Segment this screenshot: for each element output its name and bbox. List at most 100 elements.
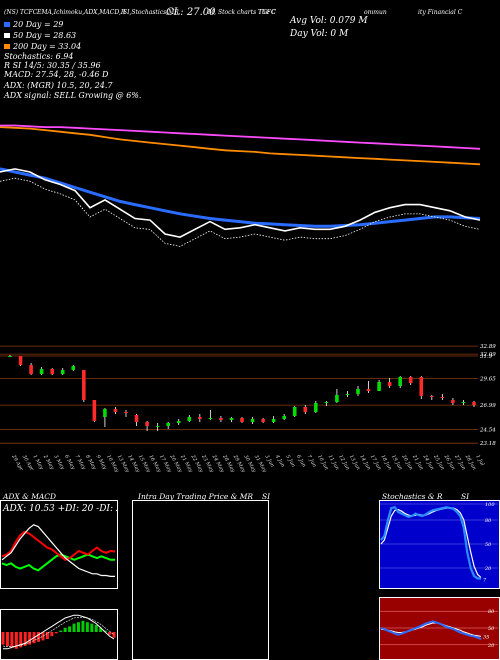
date-tick-label: 5 Jun — [284, 454, 296, 468]
stoch-rsi-title: Stochastics & R — [382, 492, 443, 501]
price-label: 32.89 — [480, 344, 496, 350]
avg-volume: Avg Vol: 0.079 M — [290, 16, 368, 26]
legend-swatch — [4, 33, 10, 38]
macd-histogram-bar — [45, 632, 49, 639]
legend-label: 20 Day = 29 — [13, 20, 64, 29]
price-label: 32.09 — [480, 352, 496, 358]
macd-histogram-bar — [1, 632, 5, 645]
candle-body — [155, 426, 160, 427]
candle-body — [50, 369, 54, 374]
stochastics-tick-label: 100 — [485, 502, 495, 508]
candle-body — [208, 418, 213, 419]
ma-series-line — [0, 167, 481, 228]
candle-body — [314, 403, 318, 412]
stochastics-last-label: 7 — [483, 577, 487, 583]
candle-body — [451, 400, 455, 403]
candle-body — [18, 356, 23, 365]
adx-readout: ADX: (MGR) 10.5, 20, 24.7 — [4, 81, 113, 90]
header-indicators-1: EMA,Ichimoku,ADX,MACD,R — [37, 9, 126, 16]
candle-body — [103, 409, 107, 417]
macd-histogram-bar — [81, 620, 85, 632]
rsi-sma-line — [380, 622, 482, 637]
stochastics-tick-label: 80 — [485, 518, 492, 524]
candle-body — [356, 389, 360, 394]
candle-body — [461, 402, 466, 403]
candle-body — [472, 402, 476, 405]
ma-series-line — [0, 124, 481, 150]
price-label: 29.65 — [479, 377, 496, 383]
legend-swatch — [4, 22, 10, 27]
macd-histogram-bar — [63, 627, 67, 632]
macd-readout: MACD: 27.54, 28, -0.46 D — [4, 70, 109, 79]
candle-body — [324, 402, 329, 403]
intraday-frame — [132, 500, 269, 660]
date-tick-label: 7 Jun — [306, 454, 318, 468]
rsi-readout: R SI 14/5: 30.35 / 35.96 — [4, 61, 101, 70]
candles — [8, 355, 476, 431]
macd-histogram-bar — [5, 632, 9, 646]
macd-histogram — [1, 614, 116, 650]
candle-body — [198, 417, 202, 419]
candle-body — [39, 369, 44, 374]
ma-series-line — [0, 168, 481, 238]
macd-histogram-bar — [94, 625, 98, 632]
macd-histogram-bar — [19, 632, 23, 648]
adx-signal-readout: ADX signal: SELL Growing @ 6%. — [4, 91, 142, 100]
adx-series-line — [1, 524, 115, 578]
legend-50-day: 50 Day = 28.63 — [4, 31, 76, 40]
stochastics-tick-label: 50 — [485, 542, 492, 548]
header-indicators-2: SI,Stochastics,MR — [123, 9, 179, 16]
candle-body — [398, 377, 402, 386]
rsi-value-label: 35 — [483, 634, 489, 640]
candle-body — [166, 423, 170, 426]
macd-histogram-bar — [99, 627, 103, 632]
candle-body — [92, 400, 97, 421]
rsi-frame — [379, 597, 500, 660]
macd-histogram-bar — [50, 632, 54, 637]
candle-body — [219, 418, 223, 420]
price-label: 23.18 — [479, 441, 496, 447]
stoch-rsi-title-right: SI — [461, 492, 470, 501]
macd-histogram-bar — [72, 623, 76, 632]
macd-frame — [0, 609, 118, 660]
candle-body — [250, 419, 255, 422]
adx-lines — [1, 524, 116, 578]
legend-label: 200 Day = 33.04 — [13, 42, 82, 51]
candle-body — [366, 389, 371, 391]
macd-histogram-bar — [59, 630, 63, 632]
macd-histogram-bar — [103, 630, 107, 632]
candle-body — [282, 416, 286, 419]
price-label: 24.54 — [479, 428, 496, 434]
macd-histogram-bar — [14, 632, 18, 649]
macd-histogram-bar — [90, 623, 94, 632]
legend-swatch — [4, 44, 10, 49]
rsi-tick-label: 80 — [488, 609, 495, 615]
macd-histogram-bar — [68, 626, 72, 632]
candle-body — [145, 422, 149, 426]
macd-histogram-bar — [23, 632, 27, 646]
candle-body — [82, 370, 86, 400]
header-company-2: ommun — [364, 9, 387, 16]
candle-body — [187, 417, 192, 421]
moving-average-chart — [0, 124, 481, 247]
header-stock-charts: M, Stock charts TCFC — [208, 9, 276, 16]
macd-signal-line — [2, 617, 115, 647]
candle-body — [8, 356, 12, 357]
candle-body — [419, 377, 424, 396]
legend-20-day: 20 Day = 29 — [4, 20, 63, 29]
adx-macd-panel: ADX: 10.53 +DI: 20 -DI: 24.71 — [0, 500, 118, 660]
header-company-3: ity Financial C — [418, 9, 463, 16]
macd-histogram-bar — [54, 632, 58, 634]
rsi-lines: 80 50 20 35 — [380, 609, 498, 649]
intraday-title-right: SI — [262, 492, 271, 501]
candle-body — [430, 396, 434, 397]
candle-body — [303, 407, 308, 412]
macd-histogram-bar — [76, 622, 80, 632]
intraday-title: Intra Day Trading Price & MR — [138, 492, 254, 501]
candle-body — [440, 397, 445, 398]
ma-series-line — [0, 126, 481, 166]
stochastics-lines: 100 80 50 20 7 — [380, 502, 498, 583]
